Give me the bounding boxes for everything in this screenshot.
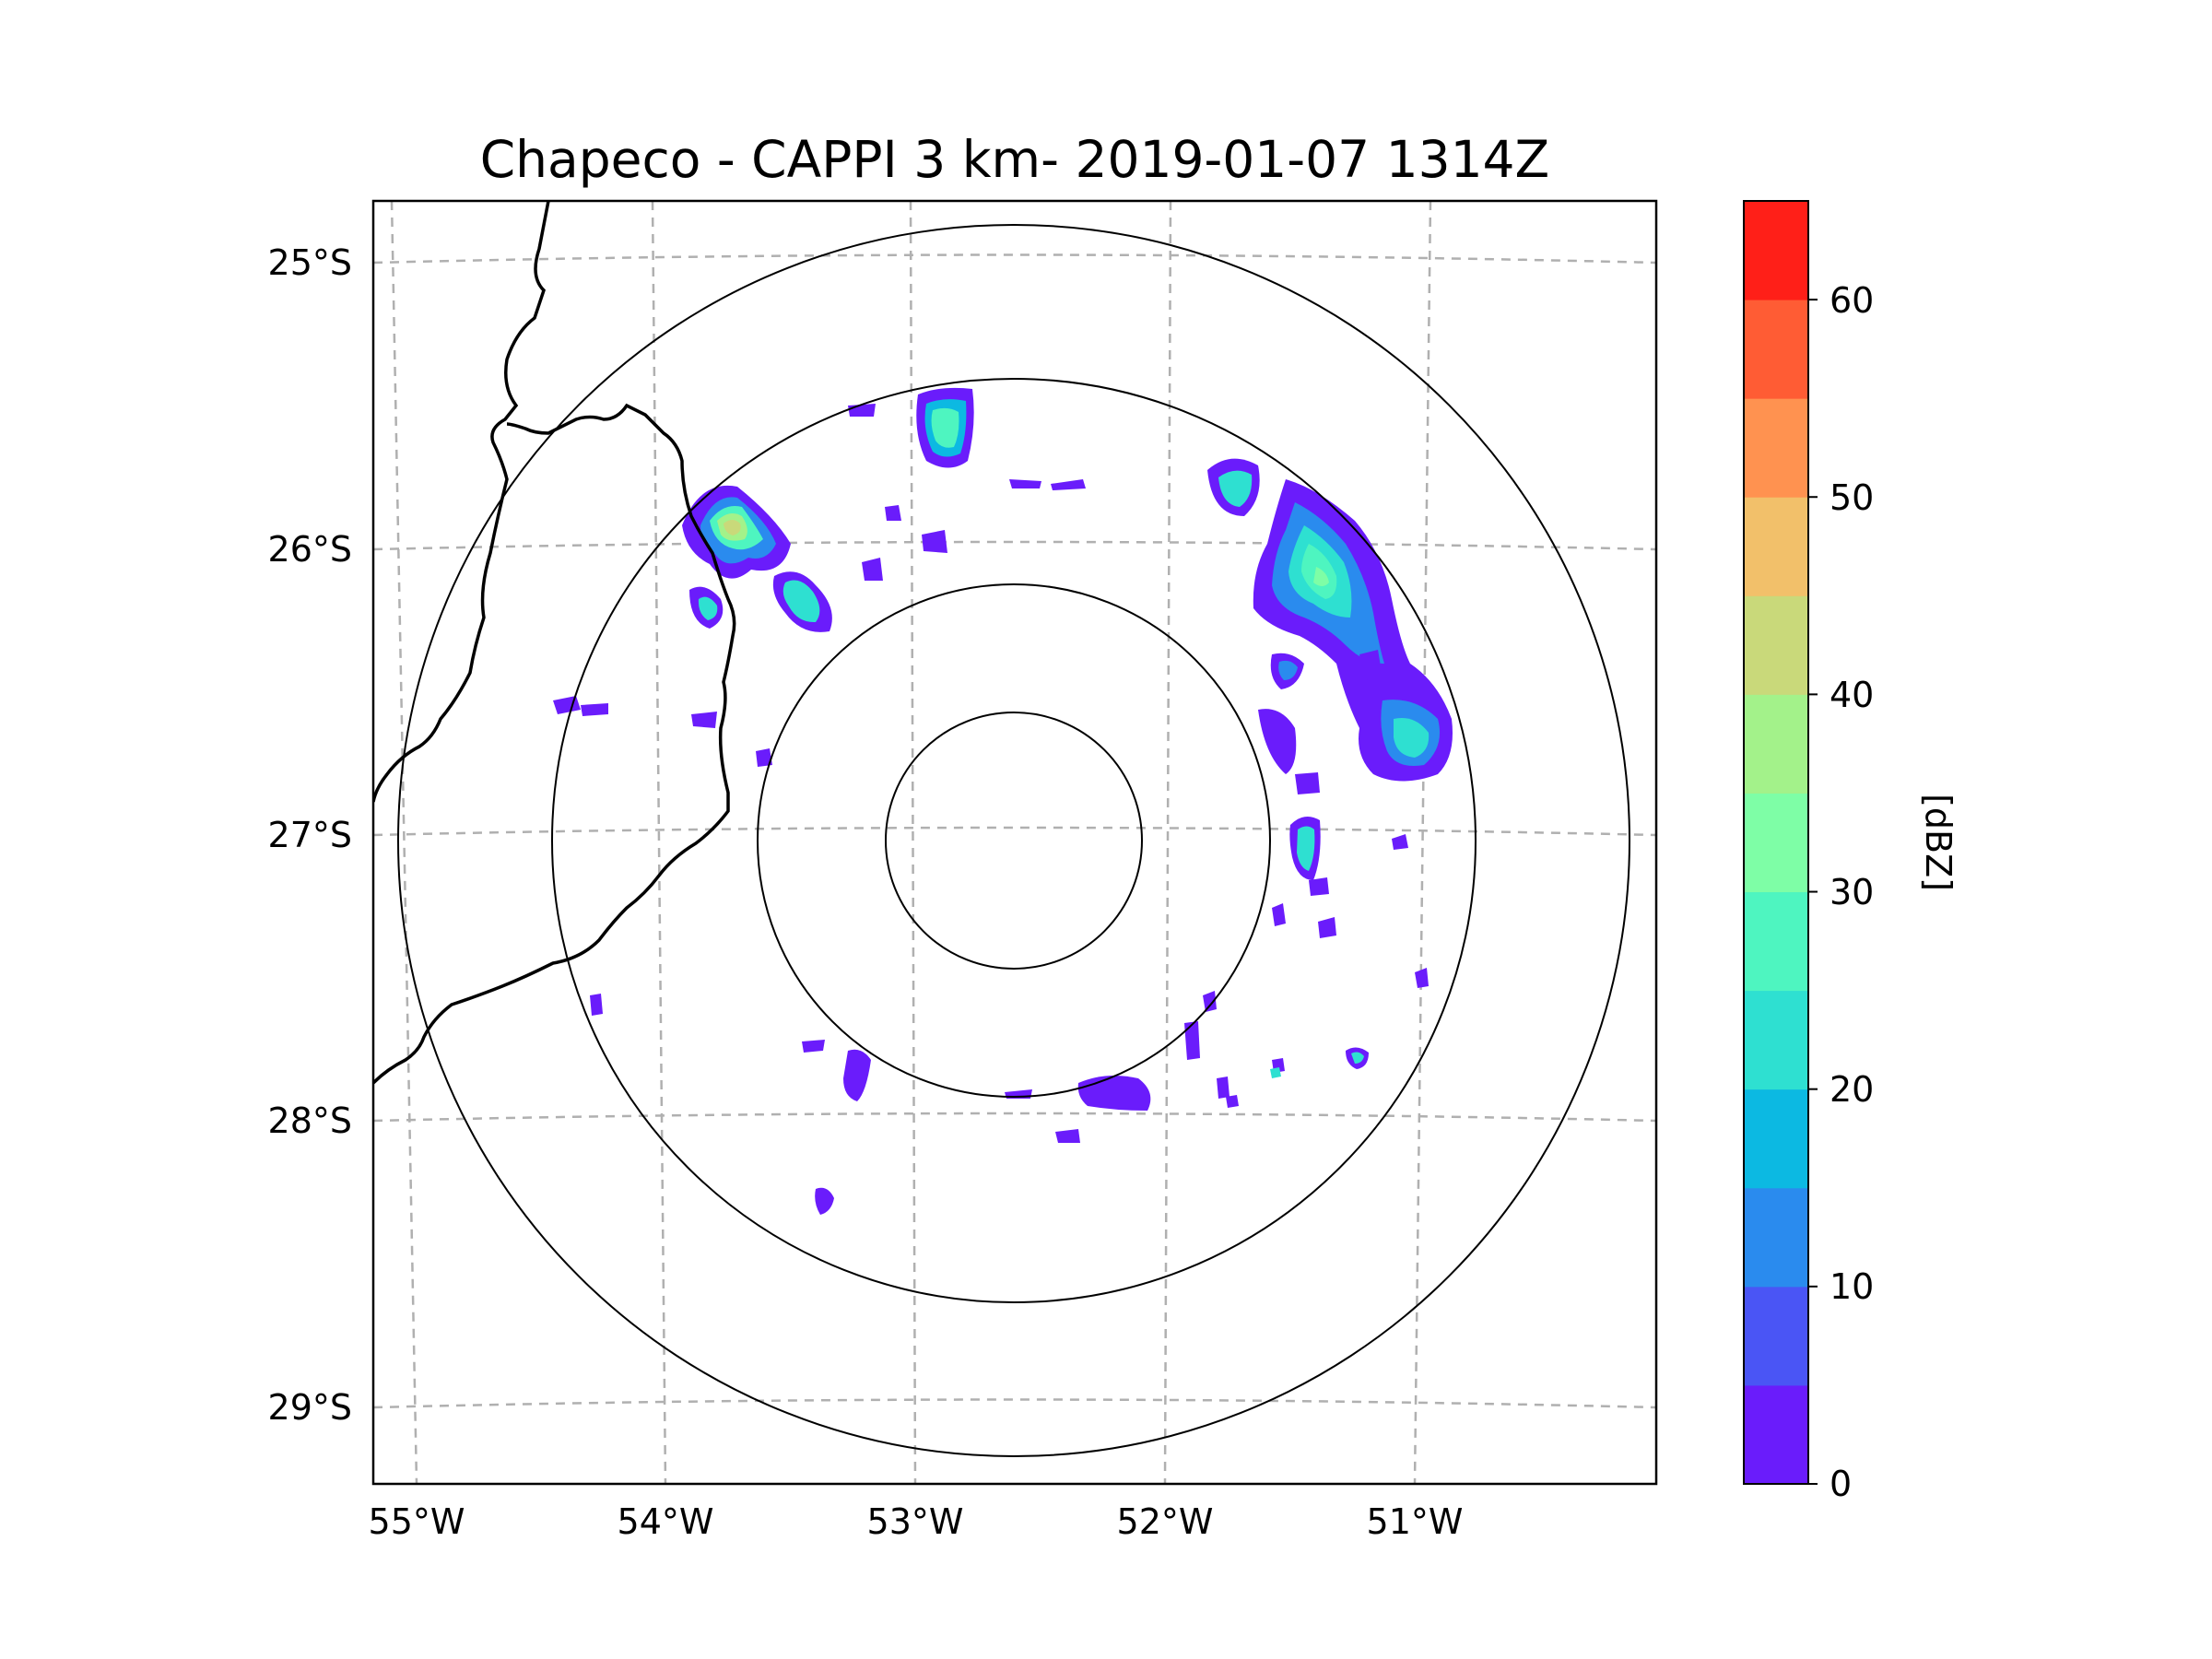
- lon-label: 51°W: [1367, 1501, 1464, 1542]
- colorbar-band: [1744, 1187, 1808, 1288]
- echo-east-cell: [1184, 817, 1429, 1099]
- graticule: [373, 201, 1656, 1484]
- meridian-51w: [1413, 201, 1432, 1484]
- meridian-52w: [1163, 201, 1172, 1484]
- colorbar-band: [1744, 595, 1808, 695]
- colorbar-frame: [1743, 200, 1809, 1485]
- colorbar-ticks: [1808, 299, 1818, 1485]
- range-ring-1: [885, 712, 1143, 970]
- parallel-26s: [373, 540, 1656, 551]
- lon-label: 53°W: [867, 1501, 964, 1542]
- lon-label: 54°W: [618, 1501, 714, 1542]
- lon-label: 55°W: [369, 1501, 465, 1542]
- echo-north-cell: [848, 387, 1086, 581]
- parallel-28s: [373, 1112, 1656, 1123]
- border-argentina-brazil: [373, 201, 550, 803]
- colorbar-label: [dBZ]: [1918, 794, 1959, 891]
- map-panel: [371, 199, 1658, 1486]
- colorbar-tick-label: 60: [1830, 280, 1874, 321]
- range-ring-4: [397, 224, 1630, 1457]
- colorbar-tick-label: 20: [1830, 1069, 1874, 1110]
- colorbar-band: [1744, 497, 1808, 596]
- colorbar-tick-label: 50: [1830, 477, 1874, 518]
- range-rings: [397, 224, 1630, 1457]
- echo-northeast-band: [1207, 458, 1453, 794]
- colorbar-band: [1744, 891, 1808, 992]
- lat-label: 29°S: [268, 1387, 352, 1428]
- political-borders: [373, 201, 736, 1085]
- colorbar-tick-label: 40: [1830, 675, 1874, 715]
- meridian-54w: [651, 201, 667, 1484]
- meridian-53w: [909, 201, 917, 1484]
- lat-label: 28°S: [268, 1100, 352, 1141]
- parallel-25s: [373, 253, 1656, 265]
- map-frame: [371, 199, 1658, 1486]
- colorbar-tick-label: 30: [1830, 872, 1874, 912]
- lat-label: 26°S: [268, 529, 352, 570]
- map-background: [373, 201, 1656, 1484]
- colorbar-band: [1744, 300, 1808, 399]
- lon-label: 52°W: [1117, 1501, 1214, 1542]
- colorbar-band: [1744, 1088, 1808, 1189]
- chart-title: Chapeco - CAPPI 3 km- 2019-01-07 1314Z: [480, 130, 1549, 189]
- echo-south-cells: [581, 703, 1239, 1215]
- colorbar-band: [1744, 990, 1808, 1090]
- colorbar-band: [1744, 793, 1808, 893]
- range-ring-3: [551, 378, 1477, 1303]
- parallel-27s: [373, 826, 1656, 837]
- latitude-labels: 25°S 26°S 27°S 28°S 29°S: [268, 242, 352, 1428]
- lat-label: 27°S: [268, 815, 352, 855]
- border-argentina-brazil-south: [373, 403, 736, 1085]
- colorbar-tick-label: 0: [1830, 1464, 1852, 1504]
- colorbar: 0 10 20 30 40 50 60 [dBZ]: [1743, 200, 1959, 1504]
- colorbar-band: [1744, 398, 1808, 498]
- lat-label: 25°S: [268, 242, 352, 283]
- range-ring-2: [757, 583, 1271, 1098]
- radar-echoes: [553, 387, 1453, 1215]
- colorbar-band: [1744, 201, 1808, 300]
- meridian-55w: [390, 201, 418, 1484]
- colorbar-bands: [1744, 201, 1808, 1485]
- colorbar-tick-labels: 0 10 20 30 40 50 60: [1830, 280, 1874, 1504]
- colorbar-band: [1744, 1286, 1808, 1386]
- colorbar-tick-label: 10: [1830, 1266, 1874, 1307]
- colorbar-band: [1744, 694, 1808, 794]
- echo-northwest-cell: [553, 485, 832, 767]
- longitude-labels: 55°W 54°W 53°W 52°W 51°W: [369, 1501, 1464, 1542]
- colorbar-band: [1744, 1384, 1808, 1485]
- parallel-29s: [373, 1398, 1656, 1409]
